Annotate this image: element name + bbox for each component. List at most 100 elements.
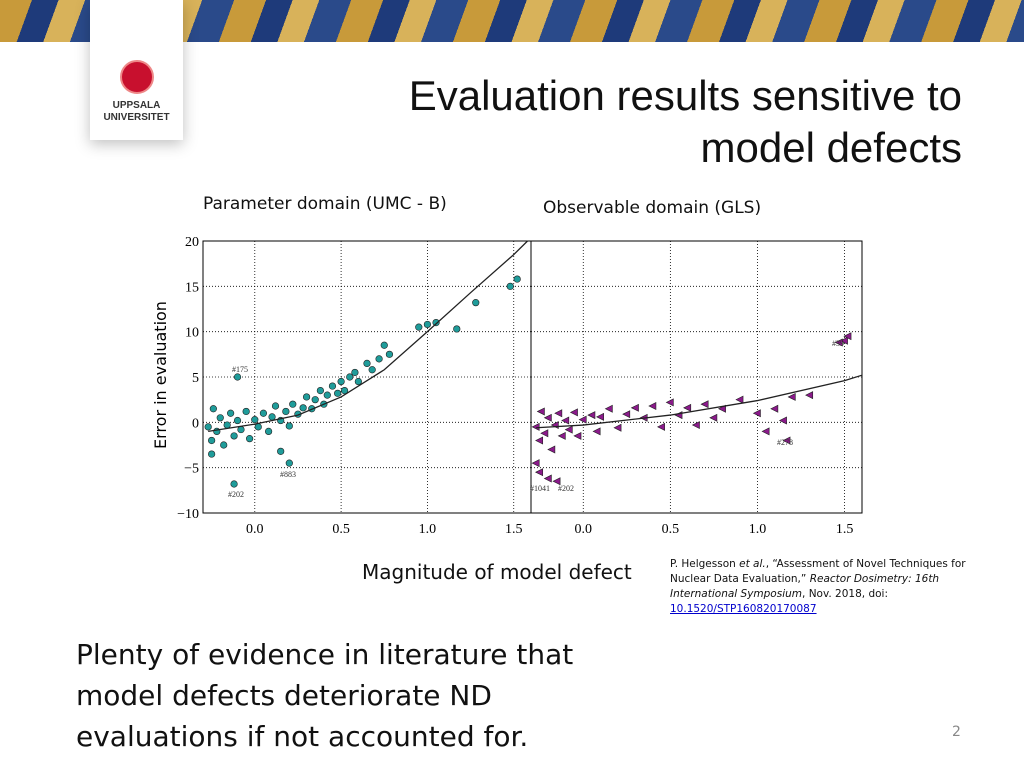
annotation: #202 [228,490,244,499]
citation: P. Helgesson et al., “Assessment of Nove… [670,557,980,617]
plot-area [202,240,532,514]
point [316,387,324,395]
point [752,409,761,418]
point [299,404,307,412]
logo-text: UPPSALA [112,100,161,111]
doi-link[interactable]: 10.1520/STP160820170087 [670,603,817,615]
body-line: Plenty of evidence in literature that [76,638,574,671]
point [268,413,276,421]
point [227,409,235,417]
x-tick-label: 0.0 [575,522,593,537]
point [385,350,394,358]
x-tick-label: 1.0 [749,522,767,537]
point [328,382,337,390]
title-line: model defects [700,124,962,171]
point [285,422,293,430]
annotation: #175 [232,365,248,374]
cite-text: P. Helgesson [670,558,740,570]
point [596,412,604,421]
point [204,423,212,431]
point [380,341,388,349]
point [354,377,362,386]
point [587,411,596,420]
panel-title: Observable domain (GLS) [543,198,762,218]
logo: UPPSALA UNIVERSITET [90,0,183,140]
x-axis-label: Magnitude of model defect [362,560,632,584]
body-text: Plenty of evidence in literature that mo… [76,634,573,757]
point [787,392,796,401]
point [535,436,544,445]
cite-text: et al. [739,558,766,570]
point [531,459,540,468]
point [531,422,540,431]
fit-curve [536,374,863,429]
point [561,416,570,425]
point [220,441,228,449]
point [277,447,285,455]
point [216,414,224,422]
point [761,427,770,436]
point [613,423,622,432]
x-tick-label: 1.5 [505,522,523,537]
seal [119,60,154,94]
point [665,398,674,407]
point [351,368,359,377]
point [805,391,814,400]
y-tick-label: −10 [177,507,199,522]
point [709,413,718,422]
point [415,323,423,331]
x-tick-label: 1.0 [419,522,437,537]
point [604,404,613,413]
point [569,408,578,417]
point [208,436,216,445]
point [209,405,217,413]
point [259,409,268,417]
point [770,404,779,413]
y-tick-label: −5 [184,462,199,477]
annotation: #1041 [530,484,550,493]
point [432,319,440,327]
point [323,391,331,399]
slide-title: Evaluation results sensitive to model de… [409,70,962,174]
panel-title: Parameter domain (UMC - B) [203,194,447,214]
point [513,275,521,283]
point [592,427,601,436]
point [691,421,700,430]
cite-text: Reactor Dosimetry: 16th International Sy… [670,573,940,600]
point [208,450,216,458]
point [540,429,549,438]
y-tick-label: 0 [192,416,199,431]
point [363,359,371,368]
point [648,402,657,410]
point [346,373,354,381]
point [578,415,587,424]
point [265,427,273,436]
point [246,435,254,443]
point [543,413,552,422]
point [302,393,311,401]
cite-text: , Nov. 2018, doi: [802,588,888,600]
point [630,403,639,412]
body-line: evaluations if not accounted for. [76,720,529,753]
point [368,366,376,374]
point [573,431,582,440]
point [233,416,242,425]
point [223,421,231,429]
x-tick-label: 1.5 [836,522,854,537]
point [656,422,665,431]
point [289,400,297,408]
point [340,387,349,395]
point [622,410,631,419]
point [552,477,561,486]
annotation: #883 [280,470,296,479]
point [564,425,573,434]
point [233,373,242,381]
point [843,332,852,341]
point [282,407,290,416]
y-axis-label: Error in evaluation [151,301,170,449]
point [554,409,563,418]
y-tick-label: 20 [185,235,199,250]
annotation: #278 [777,438,793,447]
